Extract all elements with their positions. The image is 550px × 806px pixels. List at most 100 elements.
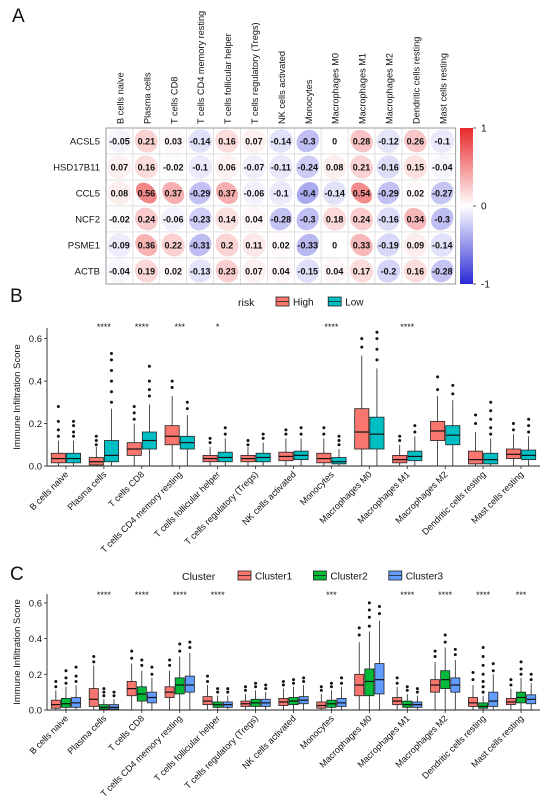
box-high xyxy=(126,405,142,466)
outlier-point xyxy=(398,434,402,438)
correlation-ellipse xyxy=(269,207,293,231)
significance-marker: *** xyxy=(174,322,185,332)
outlier-point xyxy=(130,649,134,653)
box-iqr xyxy=(103,440,119,463)
correlation-value: -0.04 xyxy=(432,162,453,172)
outlier-point xyxy=(140,658,144,662)
correlation-ellipse xyxy=(242,233,266,257)
panel-label: B xyxy=(10,286,23,307)
outlier-point xyxy=(92,654,96,658)
box-cluster2 xyxy=(326,681,337,710)
outlier-point xyxy=(168,663,172,667)
correlation-value: 0.21 xyxy=(138,136,156,146)
box-cluster3 xyxy=(336,676,347,710)
correlation-value: -0.19 xyxy=(378,240,399,250)
outlier-point xyxy=(102,694,106,698)
outlier-point xyxy=(302,679,306,683)
correlation-ellipse xyxy=(376,155,401,179)
column-label: Macrophages M2 xyxy=(384,53,394,124)
column-label: T cells CD8 xyxy=(169,77,179,124)
correlation-value: -0.14 xyxy=(324,188,345,198)
panel-c-cluster-boxplot: C Cluster Cluster1 Cluster2 Cluster3 0.0 0.2 0.… xyxy=(10,564,540,799)
correlation-ellipse xyxy=(268,181,293,205)
correlation-ellipse xyxy=(135,182,157,204)
box-iqr xyxy=(331,457,347,465)
outlier-point xyxy=(433,654,437,658)
correlation-value: 0.26 xyxy=(407,136,425,146)
correlation-value: 0.04 xyxy=(326,266,344,276)
correlation-ellipse xyxy=(350,155,374,179)
correlation-ellipse xyxy=(322,128,347,154)
x-tick-label: Monocytes xyxy=(298,469,336,507)
outlier-point xyxy=(491,662,495,666)
legend: Cluster Cluster1 Cluster2 Cluster3 xyxy=(182,570,443,583)
x-tick-label: Dendritic cells resting xyxy=(420,713,488,781)
outlier-point xyxy=(474,413,478,417)
outlier-point xyxy=(340,676,344,680)
correlation-ellipse xyxy=(162,181,185,205)
correlation-value: -0.02 xyxy=(163,162,184,172)
outlier-point xyxy=(188,646,192,650)
outlier-point xyxy=(284,432,288,436)
box-cluster2 xyxy=(250,681,261,710)
correlation-value: 0.04 xyxy=(272,266,290,276)
x-tick-label: T cells CD8 xyxy=(106,469,146,509)
row-label: PSME1 xyxy=(68,241,100,252)
outlier-point xyxy=(226,687,230,691)
outlier-point xyxy=(436,388,440,392)
outlier-point xyxy=(367,601,371,605)
outlier-point xyxy=(72,430,76,434)
correlation-value: 0.14 xyxy=(218,214,236,224)
outlier-point xyxy=(102,690,106,694)
outlier-point xyxy=(398,439,402,443)
correlation-value: -0.16 xyxy=(378,162,399,172)
outlier-point xyxy=(281,683,285,687)
outlier-point xyxy=(481,654,485,658)
y-tick-label: 0.2 xyxy=(29,419,42,430)
outlier-point xyxy=(451,383,455,387)
box-cluster3 xyxy=(412,687,423,710)
box-iqr xyxy=(478,702,489,709)
box-cluster3 xyxy=(298,676,309,710)
box-cluster1 xyxy=(240,685,251,710)
significance-marker: **** xyxy=(211,590,226,600)
outlier-point xyxy=(261,436,265,440)
outlier-point xyxy=(357,626,361,630)
outlier-point xyxy=(322,426,326,430)
outlier-point xyxy=(527,417,531,421)
outlier-point xyxy=(511,422,515,426)
row-label: ACSL5 xyxy=(70,137,100,148)
outlier-point xyxy=(360,337,364,341)
column-label: Mast cells resting xyxy=(438,53,448,124)
outlier-point xyxy=(109,400,113,404)
legend-label: Low xyxy=(345,298,364,309)
outlier-point xyxy=(284,428,288,432)
outlier-point xyxy=(453,647,457,651)
correlation-ellipse xyxy=(430,259,454,283)
row-label: CCL5 xyxy=(76,189,100,200)
outlier-point xyxy=(340,681,344,685)
outlier-point xyxy=(375,347,379,351)
correlation-value: -0.28 xyxy=(432,266,453,276)
correlation-value: -0.33 xyxy=(297,240,318,250)
correlation-value: 0.07 xyxy=(245,266,263,276)
correlation-value: 0.08 xyxy=(111,188,129,198)
box-low xyxy=(445,383,461,466)
box-high xyxy=(468,413,484,466)
box-iqr xyxy=(483,452,499,465)
box-cluster1 xyxy=(50,679,61,710)
outlier-point xyxy=(94,439,98,443)
box-cluster3 xyxy=(260,683,271,710)
correlation-ellipse xyxy=(322,181,347,205)
outlier-point xyxy=(360,345,364,349)
correlation-value: 0.37 xyxy=(164,188,182,198)
correlation-ellipse xyxy=(107,181,132,205)
box-high xyxy=(392,434,408,466)
x-tick-label: B cells naive xyxy=(28,713,71,756)
box-cluster3 xyxy=(71,665,82,710)
outlier-point xyxy=(357,633,361,637)
correlation-ellipse xyxy=(350,129,373,153)
outlier-point xyxy=(319,685,323,689)
correlation-ellipse xyxy=(430,129,455,153)
outlier-point xyxy=(64,669,68,673)
